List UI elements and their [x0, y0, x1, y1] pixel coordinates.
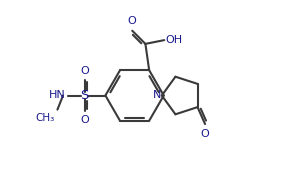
- Text: O: O: [80, 66, 89, 76]
- Text: O: O: [80, 115, 89, 125]
- Text: S: S: [81, 89, 89, 102]
- Text: O: O: [127, 16, 136, 26]
- Text: O: O: [201, 129, 209, 139]
- Text: CH₃: CH₃: [35, 113, 55, 123]
- Text: HN: HN: [49, 91, 66, 100]
- Text: OH: OH: [165, 35, 182, 45]
- Text: N: N: [152, 91, 161, 100]
